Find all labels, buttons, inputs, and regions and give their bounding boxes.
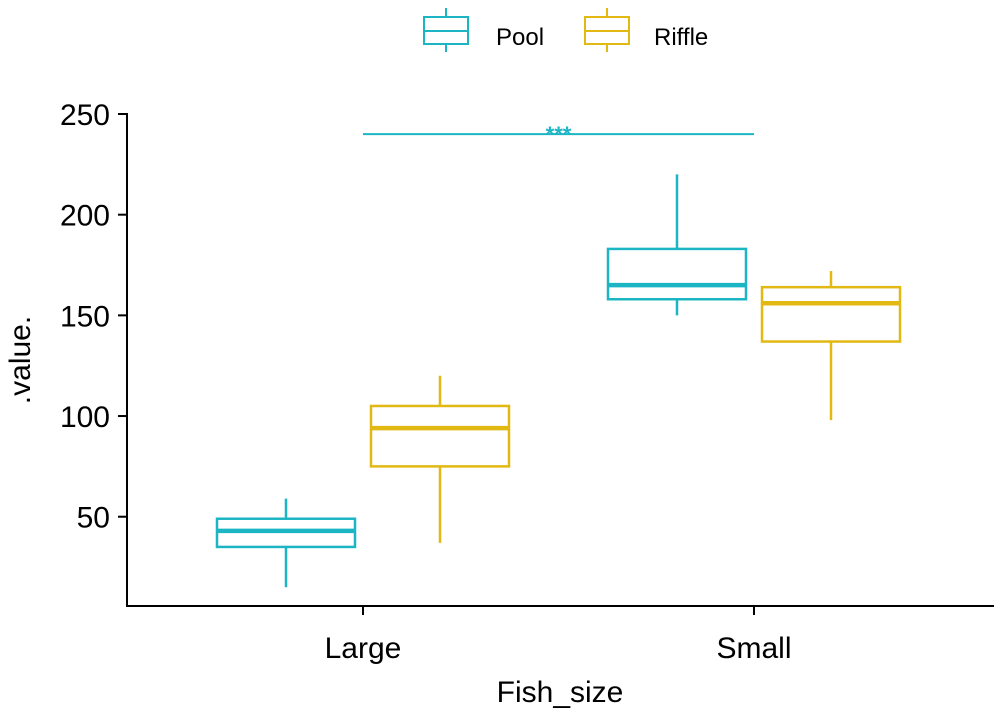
legend-item-pool: Pool [423, 8, 544, 52]
legend-label-pool: Pool [496, 24, 544, 51]
significance-annotations: *** [363, 122, 754, 147]
legend-key-riffle [584, 8, 630, 52]
x-axis-ticks: Large Small [325, 606, 792, 665]
box-riffle-large [369, 375, 511, 543]
x-tick-label-small: Small [716, 632, 791, 665]
y-tick-label: 100 [60, 401, 110, 434]
y-tick-label: 150 [60, 300, 110, 333]
legend-label-riffle: Riffle [654, 24, 708, 51]
box-marks [215, 174, 902, 588]
y-tick-label: 250 [60, 99, 110, 132]
legend-key-pool [423, 8, 469, 52]
x-tick-label-large: Large [325, 632, 402, 665]
box-iqr [760, 285, 902, 343]
box-pool-large [215, 498, 357, 588]
box-iqr [606, 247, 748, 301]
y-axis-ticks: 50 100 150 200 250 [60, 99, 127, 535]
y-tick-label: 50 [77, 502, 110, 535]
box-pool-small [606, 174, 748, 316]
y-tick-label: 200 [60, 200, 110, 233]
x-axis-title: Fish_size [497, 676, 624, 709]
significance-label: *** [546, 122, 572, 147]
legend: Pool Riffle [423, 8, 708, 52]
box-iqr [369, 404, 511, 468]
box-riffle-small [760, 271, 902, 421]
legend-item-riffle: Riffle [584, 8, 708, 52]
y-axis-title: .value. [4, 316, 37, 404]
